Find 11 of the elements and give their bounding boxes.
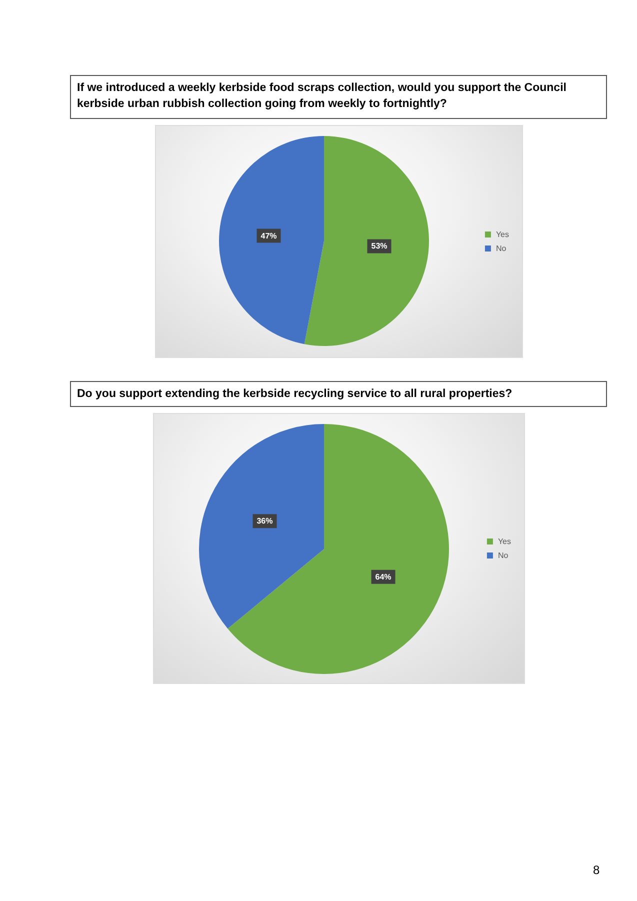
data-label: 64% <box>375 572 392 582</box>
legend-label: Yes <box>498 537 512 546</box>
legend-label: Yes <box>496 230 510 239</box>
chart-title: Do you support extending the kerbside recycling service to all rural properties? <box>70 381 607 407</box>
legend-label: No <box>498 551 509 560</box>
data-label: 47% <box>260 231 277 240</box>
text: 8 <box>593 863 600 877</box>
chart-title: If we introduced a weekly kerbside food scraps collection, would you support the Council kerbside urban rubbish collection going from weekly to fortnightly? <box>70 75 607 119</box>
data-label: 53% <box>371 242 388 251</box>
data-label: 36% <box>256 516 273 526</box>
legend-label: No <box>496 244 507 253</box>
